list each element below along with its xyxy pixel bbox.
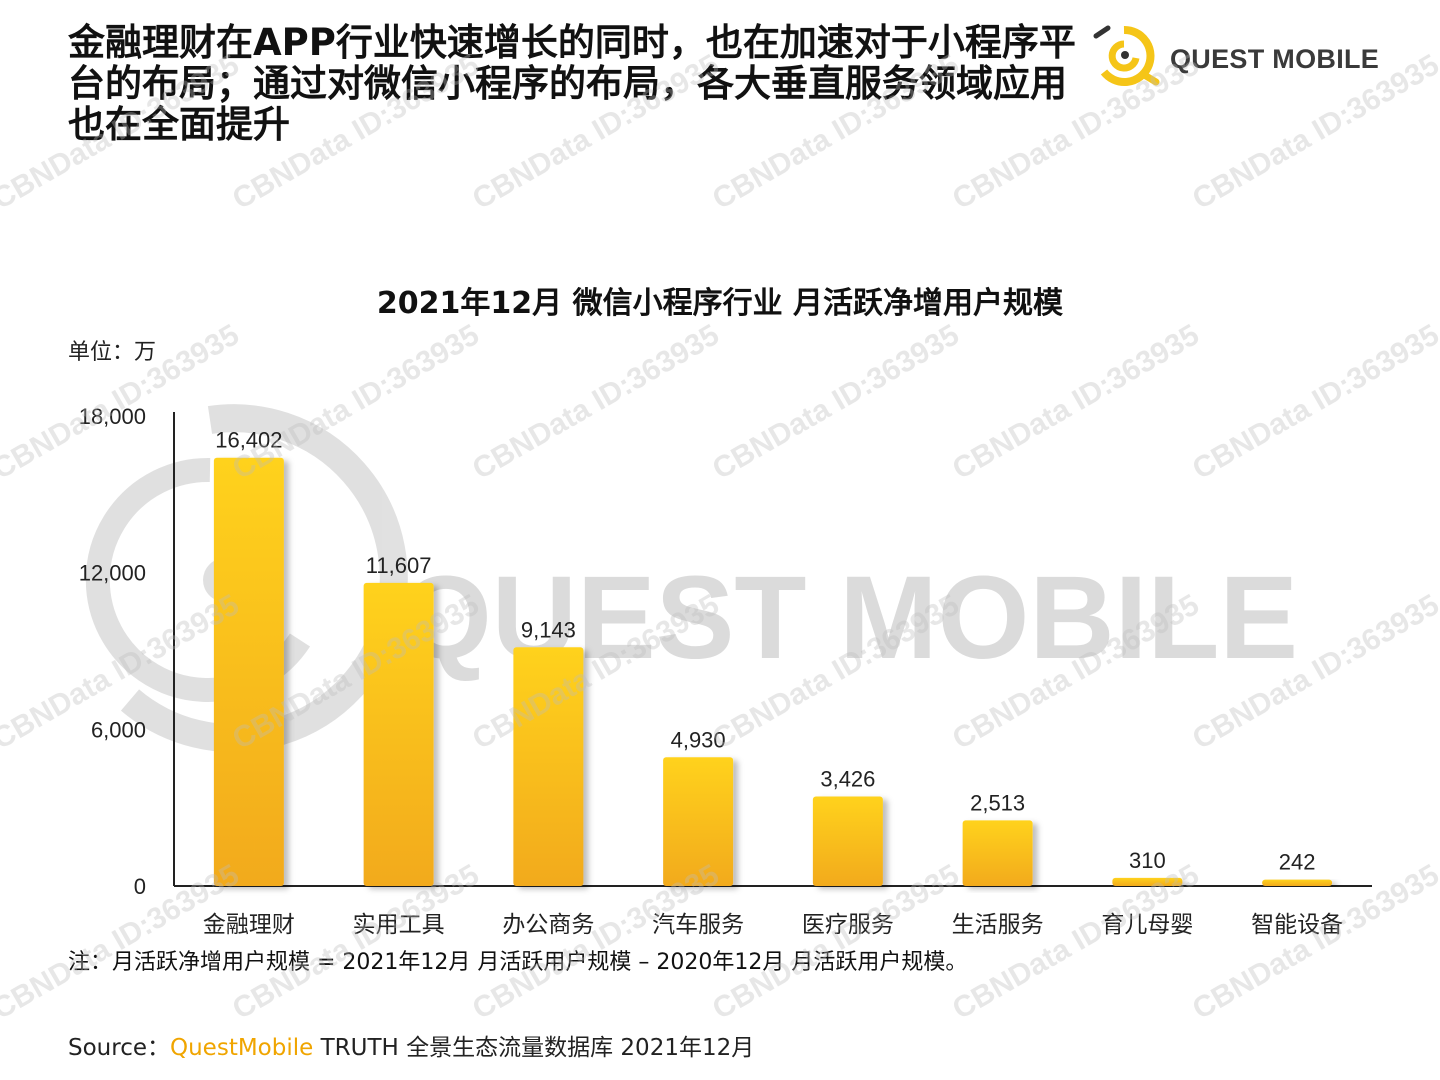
source-line: Source：QuestMobile TRUTH 全景生态流量数据库 2021年… [68,1028,754,1062]
data-label: 3,426 [820,767,875,792]
bar-5 [812,796,883,886]
bar-7 [1112,877,1183,886]
data-label: 4,930 [671,727,726,752]
y-tick-label: 6,000 [91,717,146,742]
headline: 金融理财在APP行业快速增长的同时，也在加速对于小程序平台的布局；通过对微信小程… [68,21,1076,146]
footnote: 注：月活跃净增用户规模 = 2021年12月 月活跃用户规模 – 2020年12… [68,950,968,975]
brand-logo: QUEST MOBILE [1090,20,1390,90]
logo-text: QUEST MOBILE [1170,44,1380,74]
x-tick-label: 金融理财 [203,912,295,938]
source-brand: QuestMobile [170,1035,314,1061]
bar-2 [363,582,434,886]
data-label: 310 [1129,848,1166,873]
chart-title: 2021年12月 微信小程序行业 月活跃净增用户规模 [376,286,1064,321]
data-label: 2,513 [970,790,1025,815]
questmobile-logo-icon [1093,25,1160,86]
bar-6 [962,820,1033,886]
y-tick-label: 12,000 [79,561,146,586]
y-tick-label: 0 [134,874,146,899]
source-rest: TRUTH 全景生态流量数据库 2021年12月 [313,1035,755,1061]
data-label: 242 [1279,850,1316,875]
bar-1 [213,457,284,886]
x-tick-label: 实用工具 [353,912,445,938]
bar-3 [513,647,584,886]
x-tick-label: 医疗服务 [802,912,894,938]
unit-label: 单位：万 [68,340,157,365]
bar-4 [663,757,734,886]
y-tick-label: 18,000 [79,404,146,429]
data-label: 16,402 [215,428,282,453]
x-tick-label: 育儿母婴 [1101,912,1193,938]
x-tick-label: 汽车服务 [652,912,744,938]
source-prefix: Source： [68,1035,170,1061]
x-tick-label: 智能设备 [1251,912,1343,938]
data-label: 11,607 [366,553,432,578]
x-tick-label: 生活服务 [952,912,1044,938]
bar-8 [1262,879,1333,886]
data-label: 9,143 [521,617,576,642]
x-tick-label: 办公商务 [502,912,594,938]
